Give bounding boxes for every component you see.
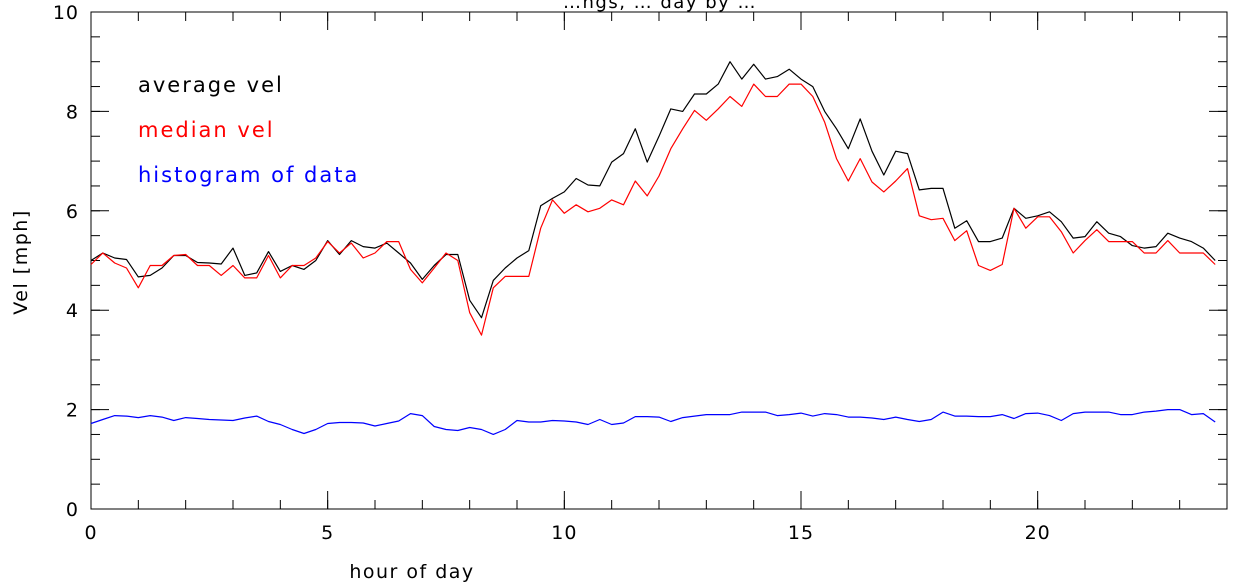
major-ticks xyxy=(90,11,1227,510)
x-tick-label: 20 xyxy=(1025,522,1051,544)
chart-title: …ngs, … day by … xyxy=(563,0,757,13)
x-tick-label: 5 xyxy=(321,522,334,544)
y-tick-label: 8 xyxy=(66,101,79,123)
x-tick-label: 10 xyxy=(551,522,577,544)
legend-entry: average vel xyxy=(138,73,284,97)
x-tick-label: 15 xyxy=(788,522,814,544)
legend: average vel median vel histogram of data xyxy=(138,73,359,187)
tick-labels: 0 5 10 15 20 0 2 4 6 8 10 xyxy=(53,2,1051,544)
y-tick-label: 10 xyxy=(53,2,79,24)
x-tick-label: 0 xyxy=(84,522,97,544)
y-tick-label: 0 xyxy=(66,499,79,521)
y-tick-label: 2 xyxy=(66,400,79,422)
series-line-average-vel xyxy=(90,61,1216,319)
legend-entry: histogram of data xyxy=(138,163,359,187)
y-tick-label: 6 xyxy=(66,201,79,223)
x-axis-label: hour of day xyxy=(349,561,474,583)
y-axis-label: Vel [mph] xyxy=(10,209,32,314)
series-line-median-vel xyxy=(90,83,1216,336)
series-line-histogram-of-data xyxy=(90,409,1216,435)
legend-entry: median vel xyxy=(138,118,275,142)
series-layer xyxy=(90,61,1216,435)
y-tick-label: 4 xyxy=(66,300,79,322)
